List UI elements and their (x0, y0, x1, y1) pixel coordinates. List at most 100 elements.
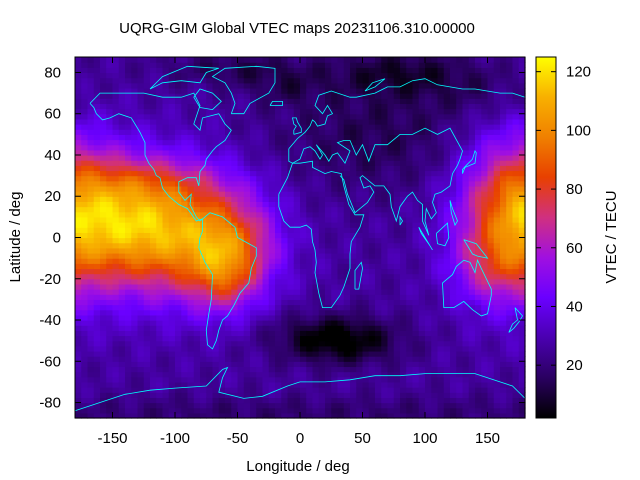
heatmap-cell (131, 412, 139, 419)
heatmap-cell (112, 289, 120, 295)
heatmap-cell (281, 273, 289, 280)
heatmap-cell (212, 170, 220, 177)
heatmap-cell (168, 304, 176, 311)
heatmap-cell (387, 57, 395, 63)
heatmap-cell (500, 108, 507, 115)
heatmap-cell (112, 242, 120, 249)
heatmap-cell (481, 258, 489, 264)
heatmap-cell (406, 412, 414, 419)
heatmap-cell (456, 392, 464, 398)
heatmap-cell (343, 387, 351, 393)
heatmap-cell (293, 273, 301, 280)
heatmap-cell (231, 330, 239, 337)
heatmap-cell (493, 381, 501, 388)
heatmap-cell (487, 144, 495, 151)
heatmap-cell (112, 232, 120, 239)
heatmap-cell (175, 211, 182, 218)
heatmap-cell (506, 412, 514, 419)
heatmap-cell (300, 67, 307, 74)
heatmap-cell (418, 366, 426, 373)
heatmap-cell (181, 314, 189, 321)
heatmap-cell (437, 366, 445, 373)
heatmap-cell (337, 134, 345, 141)
heatmap-cell (331, 72, 339, 79)
heatmap-cell (162, 144, 170, 151)
heatmap-cell (131, 278, 139, 285)
heatmap-cell (206, 113, 214, 120)
heatmap-cell (418, 356, 426, 362)
heatmap-cell (481, 201, 489, 208)
heatmap-cell (443, 222, 451, 228)
heatmap-cell (387, 263, 395, 270)
heatmap-cell (100, 124, 107, 130)
heatmap-cell (168, 252, 176, 259)
heatmap-cell (343, 62, 351, 68)
heatmap-cell (431, 325, 439, 331)
heatmap-cell (162, 273, 170, 280)
heatmap-cell (512, 232, 520, 239)
heatmap-cell (156, 87, 164, 94)
heatmap-cell (468, 361, 476, 368)
heatmap-cell (181, 222, 189, 228)
heatmap-cell (250, 309, 257, 316)
heatmap-cell (343, 361, 351, 368)
heatmap-cell (187, 402, 195, 409)
heatmap-cell (412, 170, 420, 177)
heatmap-cell (193, 407, 201, 414)
heatmap-cell (487, 252, 495, 259)
heatmap-cell (81, 294, 89, 300)
heatmap-cell (443, 170, 451, 177)
heatmap-cell (162, 180, 170, 187)
heatmap-cell (475, 268, 482, 275)
heatmap-cell (93, 289, 101, 295)
heatmap-cell (331, 124, 339, 130)
heatmap-cell (137, 227, 145, 233)
heatmap-cell (112, 160, 120, 166)
heatmap-cell (437, 258, 445, 264)
heatmap-cell (331, 57, 339, 63)
heatmap-cell (100, 222, 107, 228)
heatmap-cell (512, 263, 520, 270)
heatmap-cell (393, 222, 401, 228)
heatmap-cell (468, 154, 476, 161)
heatmap-cell (418, 273, 426, 280)
heatmap-cell (137, 340, 145, 347)
heatmap-cell (168, 387, 176, 393)
heatmap-cell (450, 113, 457, 120)
heatmap-cell (500, 263, 507, 270)
heatmap-cell (493, 407, 501, 414)
heatmap-cell (356, 294, 364, 300)
heatmap-cell (287, 412, 295, 419)
heatmap-cell (118, 397, 126, 404)
heatmap-cell (300, 170, 307, 177)
heatmap-cell (318, 139, 326, 146)
heatmap-cell (393, 118, 401, 125)
heatmap-cell (350, 392, 357, 398)
heatmap-cell (337, 252, 345, 259)
heatmap-cell (443, 258, 451, 264)
heatmap-cell (431, 87, 439, 94)
heatmap-cell (218, 129, 226, 135)
heatmap-cell (462, 304, 470, 311)
heatmap-cell (312, 412, 320, 419)
heatmap-cell (293, 392, 301, 398)
heatmap-cell (250, 129, 257, 135)
heatmap-cell (481, 165, 489, 172)
heatmap-cell (275, 314, 282, 321)
heatmap-cell (456, 196, 464, 202)
heatmap-cell (87, 206, 95, 213)
heatmap-cell (112, 103, 120, 110)
heatmap-cell (318, 273, 326, 280)
heatmap-cell (193, 170, 201, 177)
heatmap-cell (400, 392, 407, 398)
heatmap-cell (181, 196, 189, 202)
heatmap-cell (375, 371, 382, 378)
heatmap-cell (125, 289, 132, 295)
heatmap-cell (275, 165, 282, 172)
heatmap-cell (318, 191, 326, 197)
heatmap-cell (287, 191, 295, 197)
heatmap-cell (362, 407, 370, 414)
heatmap-cell (150, 57, 157, 63)
heatmap-cell (318, 289, 326, 295)
heatmap-cell (168, 283, 176, 290)
